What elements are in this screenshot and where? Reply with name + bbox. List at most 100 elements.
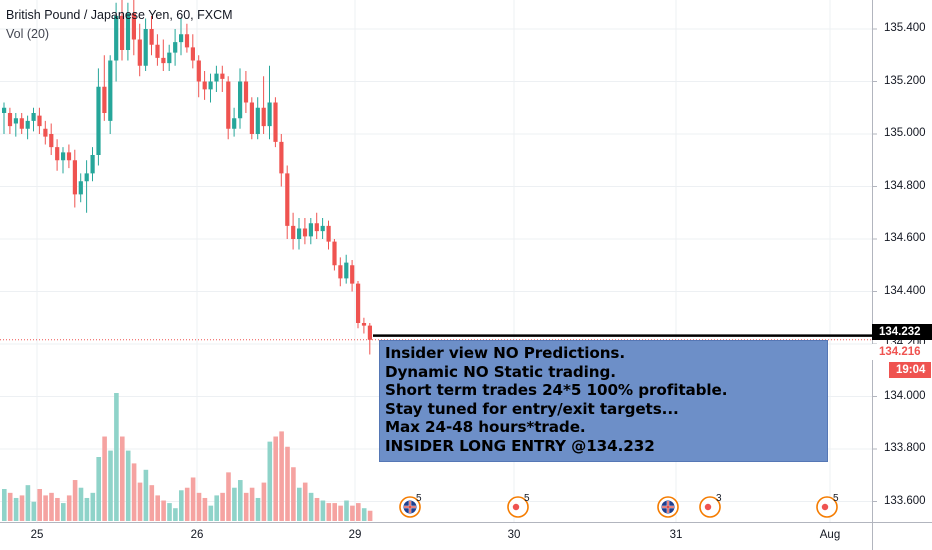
volume-bar <box>108 450 113 521</box>
volume-bar <box>279 431 284 521</box>
volume-bar <box>356 503 361 521</box>
event-dot <box>512 503 520 511</box>
volume-bar <box>161 500 166 521</box>
event-count: 5 <box>833 493 839 504</box>
candle-body <box>308 223 313 237</box>
economic-event-icon: 3 <box>699 493 722 518</box>
y-tick-label: 135.000 <box>884 127 926 139</box>
candle-body <box>214 73 219 82</box>
uk-flag-icon <box>657 496 679 518</box>
x-tick-label: Aug <box>819 529 841 541</box>
x-tick-label: 25 <box>30 529 44 541</box>
x-tick-label: 30 <box>507 529 521 541</box>
candle-body <box>314 223 319 232</box>
volume-bar <box>202 497 208 521</box>
volume-bar <box>61 503 66 521</box>
volume-bar <box>184 487 190 521</box>
volume-bar <box>238 480 243 521</box>
volume-bar <box>114 393 119 521</box>
annotation-callout[interactable]: Insider view NO Predictions. Dynamic NO … <box>379 340 828 462</box>
candle-body <box>291 225 296 239</box>
candle-body <box>238 81 243 119</box>
volume-bar <box>167 503 172 521</box>
candle-body <box>72 160 77 195</box>
candle-body <box>297 228 302 239</box>
candle-body <box>220 73 225 79</box>
volume-bar <box>208 505 214 521</box>
volume-bar <box>78 487 84 521</box>
candle-body <box>137 39 142 66</box>
volume-bar <box>66 495 72 521</box>
candle-body <box>208 81 213 90</box>
candle-body <box>43 128 48 137</box>
uk-flag-icon: 5 <box>399 493 422 518</box>
y-tick-label: 134.800 <box>884 179 926 192</box>
candlestick-series <box>2 0 372 355</box>
volume-bar <box>308 492 314 521</box>
candle-body <box>143 29 148 66</box>
volume-bar <box>326 503 332 521</box>
volume-bar <box>37 489 42 521</box>
volume-bar <box>143 469 149 521</box>
event-dot <box>704 503 712 511</box>
annotation-line: Max 24-48 hours*trade. <box>385 418 586 437</box>
volume-bar <box>72 480 78 521</box>
volume-bar <box>320 500 326 521</box>
candle-body <box>55 147 60 161</box>
candle-body <box>361 323 367 326</box>
volume-bar <box>2 489 7 521</box>
candle-body <box>232 118 237 129</box>
volume-bar <box>338 505 343 521</box>
volume-bar <box>285 446 290 521</box>
candle-body <box>285 173 290 226</box>
candle-body <box>356 283 361 323</box>
y-tick-label: 134.400 <box>884 284 926 297</box>
y-tick-label: 135.400 <box>884 22 926 34</box>
candle-body <box>149 29 154 45</box>
volume-bar <box>190 477 196 521</box>
volume-bar <box>367 510 373 521</box>
candle-body <box>196 60 201 82</box>
y-tick-label: 134.600 <box>884 232 926 244</box>
volume-bar <box>25 485 31 521</box>
candle-body <box>173 42 178 53</box>
annotation-line: Stay tuned for entry/exit targets... <box>385 399 679 418</box>
event-count: 5 <box>416 493 422 504</box>
candle-body <box>243 81 249 103</box>
volume-bar <box>220 492 225 521</box>
x-tick-label: 31 <box>669 529 683 541</box>
candle-body <box>90 155 95 174</box>
volume-bar <box>361 508 367 521</box>
candle-body <box>2 107 7 113</box>
candle-body <box>320 225 325 232</box>
volume-bar <box>173 508 178 521</box>
volume-bar <box>291 467 296 521</box>
candle-body <box>108 60 113 121</box>
y-tick-label: 133.800 <box>884 442 926 454</box>
candle-body <box>190 47 195 61</box>
bar-countdown-badge: 19:04 <box>889 362 931 378</box>
volume-bar <box>332 503 337 521</box>
candle-body <box>161 57 166 64</box>
y-tick-label: 134.000 <box>884 389 926 402</box>
volume-bar <box>350 505 355 521</box>
volume-bar <box>302 482 308 521</box>
price-lines <box>0 334 872 341</box>
volume-bar <box>267 441 273 521</box>
volume-bars <box>2 393 373 521</box>
volume-bar <box>196 492 202 521</box>
x-tick-label: 26 <box>190 529 204 541</box>
event-markers: 5 5 3 5 <box>399 493 839 518</box>
volume-bar <box>232 487 237 521</box>
candle-body <box>25 120 30 129</box>
candle-body <box>131 13 136 40</box>
candle-body <box>273 102 278 142</box>
candle-body <box>255 107 260 134</box>
candle-body <box>279 141 284 174</box>
candle-body <box>179 34 184 43</box>
candle-body <box>114 15 119 61</box>
symbol-title: British Pound / Japanese Yen, 60, FXCM <box>6 8 233 22</box>
candle-body <box>31 113 36 121</box>
